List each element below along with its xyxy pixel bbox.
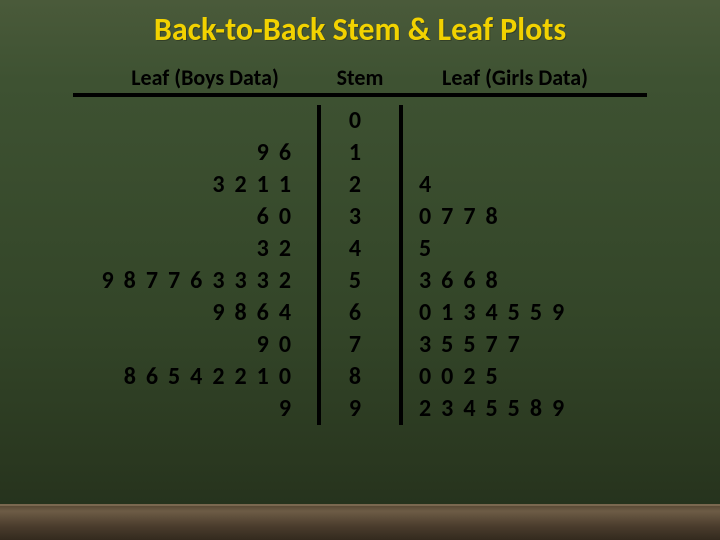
column-headers: Leaf (Boys Data) Stem Leaf (Girls Data) — [73, 64, 647, 91]
header-right: Leaf (Girls Data) — [395, 64, 635, 91]
left-cell: 60 — [257, 201, 313, 233]
left-cell: 9864 — [212, 297, 313, 329]
chalkboard-rail — [0, 504, 720, 540]
stem-cell: 7 — [349, 329, 371, 361]
stem-cell: 2 — [349, 169, 371, 201]
right-cell: 0134559 — [407, 297, 574, 329]
stem-leaf-plot: Leaf (Boys Data) Stem Leaf (Girls Data) … — [73, 64, 647, 425]
header-left: Leaf (Boys Data) — [85, 64, 325, 91]
right-cell — [407, 105, 419, 137]
stem-cell: 5 — [349, 265, 371, 297]
left-cell: 32 — [257, 233, 313, 265]
vertical-divider-left — [317, 105, 321, 425]
stem-cell: 0 — [349, 105, 371, 137]
left-cell: 86542210 — [124, 361, 313, 393]
left-cell: 9 — [279, 393, 313, 425]
page-title: Back-to-Back Stem & Leaf Plots — [0, 0, 720, 49]
stem-cell: 6 — [349, 297, 371, 329]
stem-column: 0123456789 — [325, 105, 395, 425]
vertical-divider-right — [399, 105, 403, 425]
boys-leaf-column: 9632116032987763332986490865422109 — [73, 105, 313, 425]
right-cell — [407, 137, 419, 169]
header-underline — [73, 93, 647, 97]
stem-cell: 8 — [349, 361, 371, 393]
plot-body: 9632116032987763332986490865422109 01234… — [73, 105, 647, 425]
right-cell: 4 — [407, 169, 441, 201]
right-cell: 35577 — [407, 329, 530, 361]
left-cell — [301, 105, 313, 137]
stem-cell: 1 — [349, 137, 371, 169]
stem-cell: 4 — [349, 233, 371, 265]
girls-leaf-column: 407785366801345593557700252345589 — [407, 105, 647, 425]
header-stem: Stem — [325, 64, 395, 91]
left-cell: 3211 — [212, 169, 313, 201]
right-cell: 3668 — [407, 265, 508, 297]
left-cell: 96 — [257, 137, 313, 169]
right-cell: 2345589 — [407, 393, 574, 425]
left-cell: 987763332 — [102, 265, 313, 297]
right-cell: 5 — [407, 233, 441, 265]
right-cell: 0025 — [407, 361, 508, 393]
stem-cell: 3 — [349, 201, 371, 233]
right-cell: 0778 — [407, 201, 508, 233]
left-cell: 90 — [257, 329, 313, 361]
stem-cell: 9 — [349, 393, 371, 425]
